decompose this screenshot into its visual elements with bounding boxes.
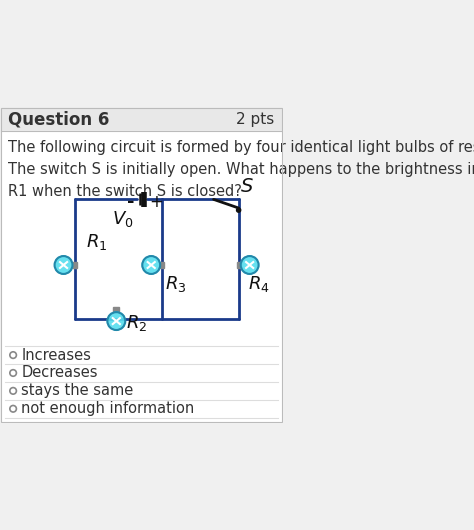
Text: S: S — [241, 178, 254, 197]
Text: $R_2$: $R_2$ — [126, 313, 147, 333]
Text: The following circuit is formed by four identical light bulbs of resistance R.
T: The following circuit is formed by four … — [9, 140, 474, 199]
Text: $R_1$: $R_1$ — [86, 232, 108, 252]
Circle shape — [55, 256, 73, 274]
Circle shape — [142, 256, 160, 274]
Bar — [1, 108, 282, 131]
Text: 2 pts: 2 pts — [236, 112, 274, 127]
Circle shape — [237, 208, 241, 212]
Bar — [73, 262, 77, 268]
Text: Decreases: Decreases — [21, 366, 98, 381]
Bar — [160, 262, 164, 268]
Text: Question 6: Question 6 — [9, 110, 109, 128]
Text: $V_0$: $V_0$ — [112, 209, 134, 229]
Bar — [237, 262, 241, 268]
Text: -: - — [128, 193, 135, 211]
Circle shape — [241, 256, 259, 274]
Text: not enough information: not enough information — [21, 401, 195, 416]
Text: Increases: Increases — [21, 348, 91, 363]
Text: +: + — [150, 193, 164, 211]
Text: $R_3$: $R_3$ — [164, 274, 186, 294]
Bar — [113, 307, 119, 312]
Text: $R_4$: $R_4$ — [248, 274, 270, 294]
Text: stays the same: stays the same — [21, 383, 134, 399]
Circle shape — [108, 312, 125, 330]
